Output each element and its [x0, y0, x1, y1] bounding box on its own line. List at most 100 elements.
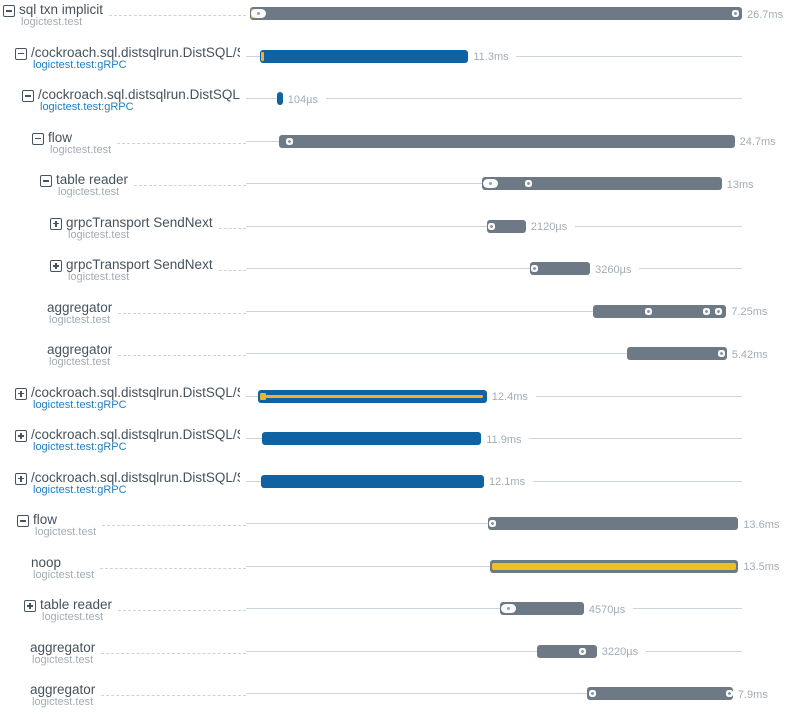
span-row[interactable]: table reader logictest.test 4570µs — [0, 595, 786, 638]
span-row[interactable]: table reader logictest.test 13ms — [0, 170, 786, 213]
log-marker[interactable] — [579, 647, 587, 655]
span-bar[interactable] — [486, 219, 526, 233]
span-label-area: sql txn implicit logictest.test — [0, 0, 250, 43]
log-marker[interactable] — [286, 137, 294, 145]
minus-box-icon[interactable] — [15, 47, 27, 60]
span-duration-label: 5.42ms — [731, 348, 768, 361]
span-bar[interactable] — [276, 92, 283, 105]
log-marker[interactable] — [500, 604, 516, 613]
plus-box-icon[interactable] — [15, 430, 27, 442]
log-marker[interactable] — [702, 307, 710, 315]
span-bar[interactable] — [250, 7, 742, 20]
span-row[interactable]: /cockroach.sql.distsqlrun.DistSQL/S logi… — [0, 85, 786, 128]
plus-box-icon[interactable] — [50, 260, 62, 272]
span-duration-label: 11.3ms — [473, 51, 509, 63]
span-bar[interactable] — [261, 474, 484, 488]
indent-spacer — [0, 597, 24, 598]
indent-spacer — [0, 257, 50, 258]
log-marker[interactable] — [524, 180, 532, 187]
plus-box-icon[interactable] — [15, 472, 27, 485]
span-duration-label: 104µs — [287, 93, 318, 106]
span-row[interactable]: noop logictest.test 13.5ms — [0, 553, 786, 596]
plus-box-icon[interactable] — [24, 600, 36, 612]
timeline-trailing-line — [639, 268, 742, 269]
log-marker[interactable] — [732, 10, 740, 17]
minus-box-icon[interactable] — [40, 175, 52, 187]
connector-dashed-line — [118, 355, 246, 356]
span-title: flow — [33, 512, 58, 527]
span-row[interactable]: aggregator logictest.test 7.9ms — [0, 680, 786, 714]
span-row[interactable]: /cockroach.sql.distsqlrun.DistSQL/Set lo… — [0, 425, 786, 468]
span-bar[interactable] — [260, 49, 469, 63]
timeline-leading-line — [246, 268, 531, 269]
child-span-stripe — [491, 562, 737, 570]
plus-box-icon[interactable] — [50, 217, 62, 230]
span-labels: aggregator logictest.test — [30, 640, 95, 666]
span-service: logictest.test — [68, 272, 130, 283]
timeline-leading-line — [246, 565, 490, 567]
event-marker[interactable] — [261, 51, 264, 61]
span-bar[interactable] — [587, 687, 733, 700]
timeline-leading-line — [246, 225, 487, 227]
span-bar[interactable] — [537, 644, 597, 658]
span-row[interactable]: /cockroach.sql.distsqlrun.DistSQL/Set lo… — [0, 383, 786, 426]
span-title: noop — [31, 554, 62, 570]
log-marker[interactable] — [251, 9, 266, 18]
log-marker[interactable] — [714, 307, 722, 315]
connector-dashed-line — [118, 610, 246, 611]
span-row[interactable]: /cockroach.sql.distsqlrun.DistSQL/Set lo… — [0, 468, 786, 511]
log-marker[interactable] — [589, 690, 597, 697]
span-bar[interactable] — [592, 304, 727, 318]
span-row[interactable]: flow logictest.test 13.6ms — [0, 510, 786, 553]
plus-box-icon[interactable] — [15, 387, 27, 400]
timeline-leading-line — [246, 183, 483, 184]
event-marker[interactable] — [259, 392, 266, 400]
log-marker[interactable] — [531, 265, 539, 272]
span-duration-label: 26.7ms — [747, 8, 784, 21]
span-row[interactable]: grpcTransport SendNext logictest.test 32… — [0, 255, 786, 298]
log-marker[interactable] — [718, 350, 726, 357]
span-bar[interactable] — [279, 134, 735, 148]
span-labels: /cockroach.sql.distsqlrun.DistSQL/Set lo… — [31, 385, 240, 411]
span-bar[interactable] — [482, 177, 722, 190]
minus-box-icon[interactable] — [32, 132, 44, 145]
span-title: aggregator — [30, 682, 96, 697]
span-label-area: grpcTransport SendNext logictest.test — [0, 255, 250, 298]
span-labels: aggregator logictest.test — [30, 682, 95, 708]
timeline-leading-line — [246, 608, 500, 609]
span-row[interactable]: /cockroach.sql.distsqlrun.DistSQL/Set lo… — [0, 43, 786, 86]
log-marker[interactable] — [487, 222, 495, 230]
span-row[interactable]: aggregator logictest.test 3220µs — [0, 638, 786, 681]
minus-box-icon[interactable] — [22, 90, 34, 102]
log-marker[interactable] — [644, 307, 652, 315]
span-row[interactable]: flow logictest.test 24.7ms — [0, 128, 786, 171]
log-marker[interactable] — [483, 179, 499, 188]
minus-box-icon[interactable] — [3, 5, 15, 17]
log-marker[interactable] — [488, 520, 496, 527]
span-title: aggregator — [30, 639, 96, 655]
span-row[interactable]: sql txn implicit logictest.test 26.7ms — [0, 0, 786, 43]
span-bar[interactable] — [489, 559, 739, 573]
span-label-area: aggregator logictest.test — [0, 680, 250, 714]
span-row[interactable]: grpcTransport SendNext logictest.test 21… — [0, 213, 786, 256]
span-service: logictest.test — [42, 612, 104, 623]
minus-box-icon[interactable] — [17, 515, 29, 527]
span-bar[interactable] — [261, 432, 482, 445]
connector-dashed-line — [101, 695, 246, 696]
span-labels: aggregator logictest.test — [47, 300, 112, 326]
timeline-trailing-line — [574, 225, 742, 227]
span-title: table reader — [56, 172, 129, 187]
connector-dashed-line — [218, 227, 246, 229]
span-bar[interactable] — [530, 262, 591, 275]
span-row[interactable]: aggregator logictest.test 5.42ms — [0, 340, 786, 383]
span-duration-label: 2120µs — [530, 221, 568, 233]
indent-spacer — [0, 45, 15, 46]
span-bar[interactable] — [499, 602, 584, 615]
connector-dashed-line — [102, 525, 246, 526]
span-bar[interactable] — [487, 517, 739, 530]
span-labels: flow logictest.test — [33, 512, 96, 538]
span-row[interactable]: aggregator logictest.test 7.25ms — [0, 298, 786, 341]
log-marker[interactable] — [725, 690, 733, 697]
span-bar[interactable] — [258, 389, 487, 403]
span-bar[interactable] — [626, 347, 727, 360]
